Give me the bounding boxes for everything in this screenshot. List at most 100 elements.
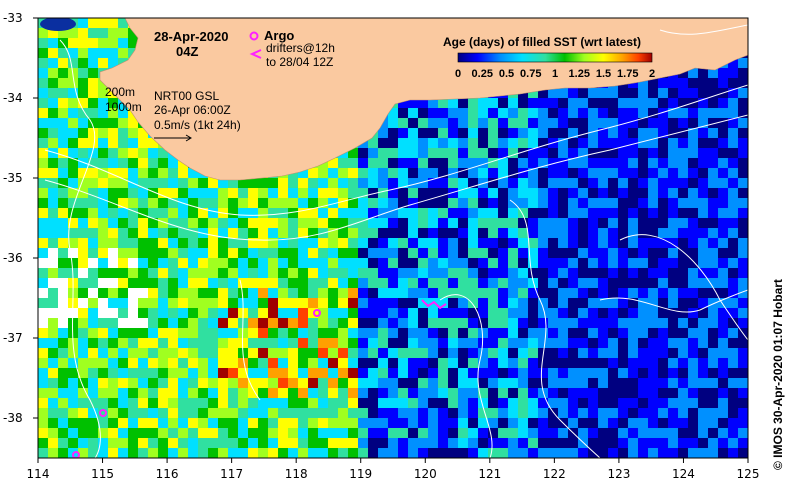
sst-age-cell <box>228 278 238 288</box>
sst-age-cell <box>168 298 178 308</box>
sst-age-cell <box>388 308 398 318</box>
sst-age-cell <box>358 168 368 178</box>
sst-age-cell <box>108 168 118 178</box>
sst-age-cell <box>188 288 198 298</box>
sst-age-cell <box>738 368 748 378</box>
sst-age-cell <box>568 448 578 458</box>
sst-age-cell <box>628 308 638 318</box>
sst-age-cell <box>298 188 308 198</box>
sst-age-cell <box>508 238 518 248</box>
sst-age-cell <box>738 348 748 358</box>
sst-age-cell <box>308 398 318 408</box>
sst-age-cell <box>688 78 698 88</box>
sst-age-cell <box>588 218 598 228</box>
sst-age-cell <box>478 298 488 308</box>
sst-age-cell <box>608 228 618 238</box>
sst-age-cell <box>648 268 658 278</box>
sst-age-cell <box>468 348 478 358</box>
sst-age-cell <box>648 148 658 158</box>
sst-age-cell <box>708 218 718 228</box>
sst-age-cell <box>498 438 508 448</box>
sst-age-cell <box>338 198 348 208</box>
sst-age-cell <box>718 108 728 118</box>
sst-age-cell <box>98 238 108 248</box>
sst-age-cell <box>538 368 548 378</box>
sst-age-cell <box>618 398 628 408</box>
sst-age-cell <box>48 288 58 298</box>
sst-age-cell <box>708 68 718 78</box>
sst-age-cell <box>478 378 488 388</box>
sst-age-cell <box>448 418 458 428</box>
lon-tick-label: 119 <box>349 467 372 481</box>
sst-age-cell <box>298 178 308 188</box>
sst-age-cell <box>78 128 88 138</box>
sst-age-cell <box>468 98 478 108</box>
sst-age-cell <box>418 288 428 298</box>
sst-age-cell <box>538 158 548 168</box>
sst-age-cell <box>518 258 528 268</box>
sst-age-cell <box>378 308 388 318</box>
sst-age-cell <box>488 288 498 298</box>
sst-age-cell <box>558 218 568 228</box>
sst-age-cell <box>678 238 688 248</box>
sst-age-cell <box>698 98 708 108</box>
sst-age-cell <box>508 148 518 158</box>
sst-age-cell <box>268 308 278 318</box>
sst-age-cell <box>608 378 618 388</box>
sst-age-cell <box>628 168 638 178</box>
sst-age-cell <box>58 108 68 118</box>
sst-age-cell <box>128 358 138 368</box>
sst-age-cell <box>668 348 678 358</box>
sst-age-cell <box>708 298 718 308</box>
sst-age-cell <box>48 98 58 108</box>
sst-age-cell <box>78 428 88 438</box>
sst-age-cell <box>658 178 668 188</box>
sst-age-cell <box>488 128 498 138</box>
sst-age-cell <box>478 248 488 258</box>
sst-age-cell <box>588 258 598 268</box>
sst-age-cell <box>468 398 478 408</box>
sst-age-cell <box>438 348 448 358</box>
sst-age-cell <box>488 178 498 188</box>
sst-age-cell <box>598 318 608 328</box>
sst-age-cell <box>398 338 408 348</box>
sst-age-cell <box>678 378 688 388</box>
sst-age-cell <box>48 398 58 408</box>
sst-age-cell <box>568 178 578 188</box>
sst-age-cell <box>38 68 48 78</box>
sst-age-cell <box>318 268 328 278</box>
sst-age-cell <box>178 378 188 388</box>
sst-age-cell <box>378 258 388 268</box>
sst-age-cell <box>398 118 408 128</box>
sst-age-cell <box>508 168 518 178</box>
sst-age-cell <box>348 328 358 338</box>
sst-age-cell <box>238 428 248 438</box>
sst-age-cell <box>488 118 498 128</box>
sst-age-cell <box>98 298 108 308</box>
sst-age-cell <box>578 208 588 218</box>
sst-age-cell <box>478 408 488 418</box>
sst-age-cell <box>628 418 638 428</box>
sst-age-cell <box>548 148 558 158</box>
sst-age-cell <box>618 338 628 348</box>
sst-age-cell <box>638 418 648 428</box>
sst-age-cell <box>618 238 628 248</box>
sst-age-cell <box>678 398 688 408</box>
sst-age-cell <box>248 438 258 448</box>
sst-age-cell <box>488 368 498 378</box>
sst-age-cell <box>468 288 478 298</box>
sst-age-cell <box>738 438 748 448</box>
sst-age-cell <box>568 388 578 398</box>
sst-age-cell <box>498 198 508 208</box>
sst-age-cell <box>578 328 588 338</box>
sst-age-cell <box>488 358 498 368</box>
sst-age-cell <box>108 138 118 148</box>
sst-age-cell <box>388 108 398 118</box>
sst-age-cell <box>168 248 178 258</box>
sst-age-cell <box>648 308 658 318</box>
sst-age-cell <box>308 168 318 178</box>
sst-age-cell <box>358 188 368 198</box>
sst-age-cell <box>408 128 418 138</box>
sst-age-cell <box>598 128 608 138</box>
sst-age-cell <box>558 318 568 328</box>
